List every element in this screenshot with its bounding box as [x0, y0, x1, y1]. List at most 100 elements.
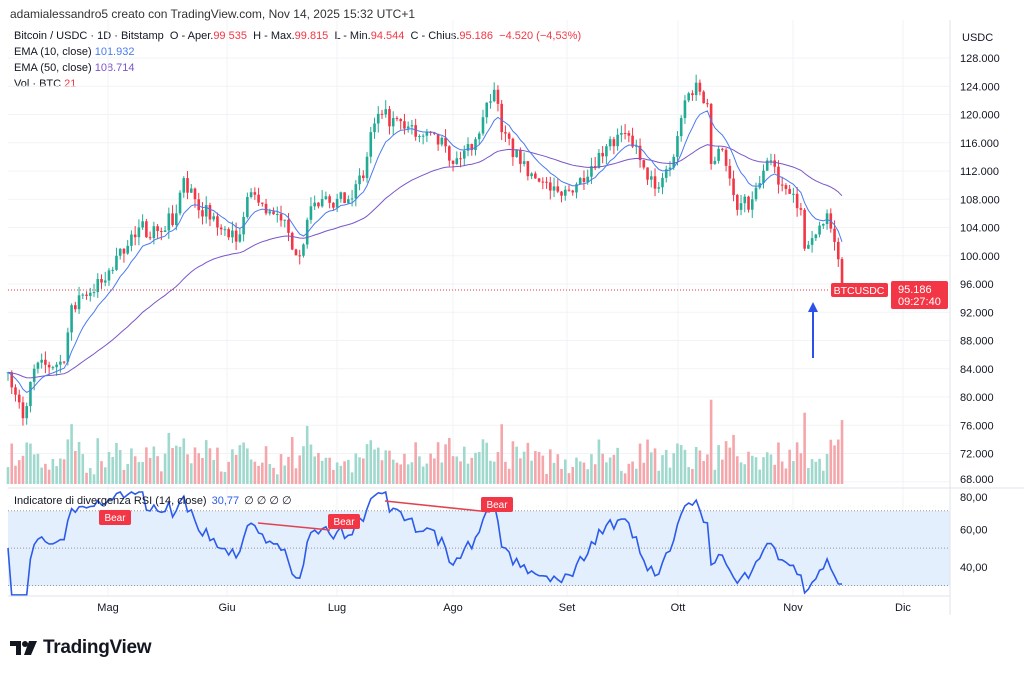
candle-body — [88, 292, 92, 296]
volume-bar — [118, 449, 122, 484]
candle-body — [257, 194, 260, 203]
candle — [526, 160, 530, 181]
volume-bar — [421, 466, 425, 484]
candle — [29, 381, 32, 413]
candle-body — [687, 93, 690, 101]
rsi-axis[interactable]: 80,00 60,00 40,00 — [960, 492, 988, 574]
volume-bar — [268, 463, 272, 484]
svg-text:Bear: Bear — [486, 500, 508, 511]
currency-label: USDC — [962, 32, 993, 44]
volume-bar — [721, 459, 724, 484]
volume-bar — [25, 442, 28, 484]
candle — [836, 237, 840, 267]
candle — [223, 226, 227, 236]
candle-body — [657, 187, 661, 189]
rsi-label[interactable]: Indicatore di divergenza RSI (14, close)… — [14, 495, 292, 507]
candle-body — [736, 194, 739, 210]
candle-body — [122, 248, 126, 254]
candle — [122, 248, 126, 263]
svg-text:BTCUSDC: BTCUSDC — [834, 285, 885, 297]
low-label: L - Min. — [334, 30, 371, 42]
candle-body — [698, 82, 702, 92]
candle-body — [100, 279, 103, 283]
volume-bar — [661, 455, 664, 484]
price-tick-label: 88.000 — [960, 336, 994, 348]
volume-bar — [137, 462, 141, 484]
candle-body — [522, 161, 526, 164]
candle-body — [283, 219, 287, 221]
candle-body — [148, 237, 152, 239]
candle — [451, 160, 455, 172]
candle-body — [578, 178, 582, 185]
time-axis[interactable]: Mag Giu Lug Ago Set Ott Nov Dic — [97, 602, 911, 614]
candle-body — [212, 216, 215, 220]
volume-bar — [597, 439, 601, 484]
vol-label: Vol · BTC — [14, 78, 62, 90]
ema50-legend[interactable]: EMA (50, close) 108.714 — [14, 62, 134, 74]
volume-bar — [736, 456, 739, 484]
volume-bar — [605, 462, 608, 484]
candle — [10, 370, 14, 395]
symbol-legend: Bitcoin / USDC · 1D · Bitstamp O - Aper.… — [14, 30, 581, 42]
volume-bar — [70, 424, 73, 484]
candle — [792, 187, 795, 203]
volume-bar — [103, 467, 107, 484]
volume-bar — [672, 453, 676, 484]
volume-bar — [762, 457, 765, 484]
candle — [818, 221, 821, 238]
volume-bar — [403, 453, 406, 484]
candle — [406, 121, 410, 133]
candle — [608, 136, 612, 151]
candle — [537, 177, 541, 183]
candle — [702, 90, 705, 104]
candle-body — [290, 232, 294, 250]
candle-body — [635, 145, 638, 147]
candle — [567, 185, 571, 192]
volume-bar — [451, 456, 455, 484]
volume-bar — [59, 458, 62, 484]
volume-bar — [335, 462, 339, 484]
candle — [549, 176, 552, 200]
candle — [496, 85, 500, 112]
candle — [803, 208, 806, 251]
candle — [403, 113, 406, 135]
candle — [380, 109, 384, 119]
candle-body — [160, 231, 163, 233]
volume-bar — [702, 461, 705, 484]
symbol-title[interactable]: Bitcoin / USDC · 1D · Bitstamp — [14, 30, 164, 42]
candle-body — [335, 198, 339, 208]
candle-body — [44, 359, 47, 365]
candle — [433, 132, 436, 136]
volume-bar — [575, 457, 578, 484]
volume-bar — [807, 468, 810, 484]
volume-bar — [818, 458, 821, 484]
candle — [642, 159, 646, 170]
volume-bar — [635, 468, 638, 484]
candle — [399, 118, 402, 130]
volume-bar — [511, 441, 515, 484]
candle — [448, 145, 451, 167]
candle — [257, 187, 260, 206]
candle-body — [765, 160, 769, 171]
candle — [178, 190, 182, 216]
tradingview-logo[interactable]: TradingView — [10, 637, 152, 659]
candle-body — [238, 234, 242, 242]
candle-body — [275, 214, 279, 216]
volume-bar — [608, 457, 612, 484]
candle — [421, 133, 425, 145]
volume-bar — [414, 442, 417, 484]
volume-bar — [74, 450, 77, 484]
candle-body — [788, 188, 791, 194]
candle-body — [638, 145, 642, 161]
volume-legend[interactable]: Vol · BTC 21 — [14, 78, 76, 90]
candle-body — [631, 135, 634, 147]
candle-body — [642, 160, 646, 168]
candle-body — [474, 139, 477, 151]
price-axis[interactable]: 128.000 124.000 120.000 116.000 112.000 108.0… — [960, 53, 1000, 486]
candle — [148, 231, 152, 241]
last-price-tag: 95.186 09:27:40 — [891, 281, 948, 309]
candle — [545, 177, 548, 189]
ema10-legend[interactable]: EMA (10, close) 101.932 — [14, 46, 134, 58]
candle — [552, 177, 556, 198]
